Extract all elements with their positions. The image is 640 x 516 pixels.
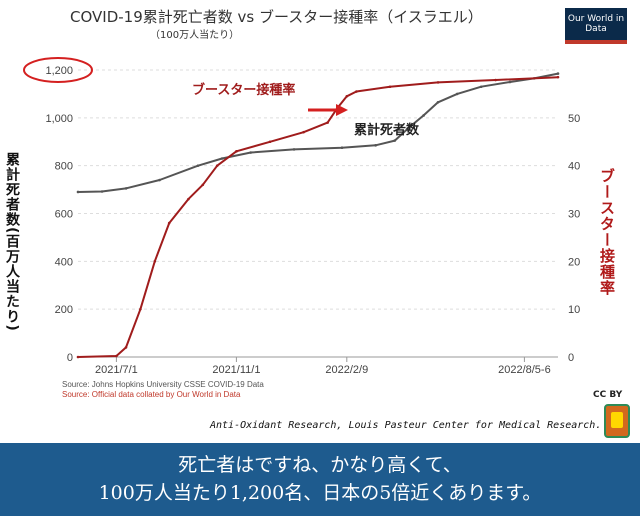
series-point [249, 151, 253, 154]
series-point [196, 164, 200, 167]
right-tick-label: 20 [568, 256, 580, 268]
caption-line-2: 100万人当たり1,200名、日本の5倍近くあります。 [98, 482, 542, 504]
series-point [422, 114, 425, 117]
series-point [235, 150, 238, 153]
series-point [268, 140, 272, 144]
series-point [340, 146, 344, 150]
credit-text: Anti-Oxidant Research, Louis Pasteur Cen… [210, 420, 602, 431]
license-badge: CC BY [593, 390, 623, 400]
left-tick-label: 200 [55, 304, 73, 316]
series-point [326, 121, 329, 124]
left-axis-label: 累計死者数(百万人当たり) [4, 152, 20, 332]
chart-plot: 0 200 400 600 800 1,000 1,200 0 10 20 30 40 50 2021/7… [23, 57, 580, 376]
series-point [124, 346, 128, 349]
series-point [292, 148, 296, 151]
right-axis-label: ブースター接種率 [598, 168, 616, 296]
highlight-ellipse [23, 57, 93, 83]
series-point [407, 126, 411, 129]
right-tick-label: 30 [568, 209, 580, 221]
institute-logo [604, 404, 630, 438]
owid-logo: Our World in Data [565, 8, 627, 44]
x-tick-label: 2021/11/1 [212, 364, 260, 376]
chart-subtitle: （100万人当たり） [150, 30, 240, 41]
series-point [302, 130, 305, 134]
left-tick-label: 0 [67, 352, 73, 364]
annotation-arrow-head [336, 104, 348, 116]
x-tick-label: 2022/2/9 [325, 364, 368, 376]
x-tick-label: 2022/8/5-6 [498, 364, 551, 376]
series-point [215, 164, 219, 167]
series-point [187, 197, 190, 201]
source-line-1: Source: Johns Hopkins University CSSE CO… [62, 380, 264, 389]
series-point [494, 78, 497, 82]
institute-logo-mark [611, 412, 623, 428]
series-point [374, 144, 377, 147]
series-point [201, 183, 205, 187]
right-tick-label: 50 [568, 113, 580, 125]
owid-logo-text: Our World in Data [567, 14, 625, 34]
series-point [124, 187, 128, 190]
series-point [100, 190, 104, 193]
series-point [139, 307, 142, 311]
series-point [556, 75, 560, 79]
series-point [115, 354, 118, 358]
series-point [76, 355, 80, 359]
left-tick-label: 800 [55, 161, 73, 173]
chart-title: COVID-19累計死亡者数 vs ブースター接種率（イスラエル） [70, 8, 483, 26]
series-point [393, 139, 397, 142]
left-tick-label: 400 [55, 256, 73, 268]
owid-logo-bar [565, 40, 627, 44]
subtitle-caption: 死亡者はですね、かなり高くて、 100万人当たり1,200名、日本の5倍近くあり… [0, 443, 640, 516]
left-tick-label: 1,000 [45, 113, 73, 125]
series-point [556, 72, 560, 75]
series-point [455, 92, 459, 96]
series-point [388, 85, 392, 89]
series-point [153, 260, 157, 263]
series-point [76, 190, 80, 194]
series-point [167, 221, 171, 225]
series-line-booster [77, 76, 559, 358]
caption-line-1: 死亡者はですね、かなり高くて、 [178, 454, 462, 476]
x-tick-label: 2021/7/1 [95, 364, 138, 376]
booster-annotation: ブースター接種率 [192, 82, 295, 98]
left-tick-label: 600 [55, 209, 73, 221]
right-tick-label: 0 [568, 352, 574, 364]
series-point [436, 81, 440, 84]
series-line-deaths [77, 72, 559, 193]
series-point [345, 95, 349, 98]
series-point [220, 157, 224, 160]
series-point [158, 178, 161, 182]
deaths-annotation: 累計死者数 [354, 122, 420, 138]
series-point [355, 90, 358, 93]
right-tick-label: 10 [568, 304, 580, 316]
series-point [479, 85, 483, 89]
left-tick-label: 1,200 [45, 65, 73, 77]
right-tick-label: 40 [568, 161, 580, 173]
series-point [508, 80, 512, 84]
source-line-2: Source: Official data collated by Our Wo… [62, 390, 241, 399]
series-point [436, 100, 440, 104]
